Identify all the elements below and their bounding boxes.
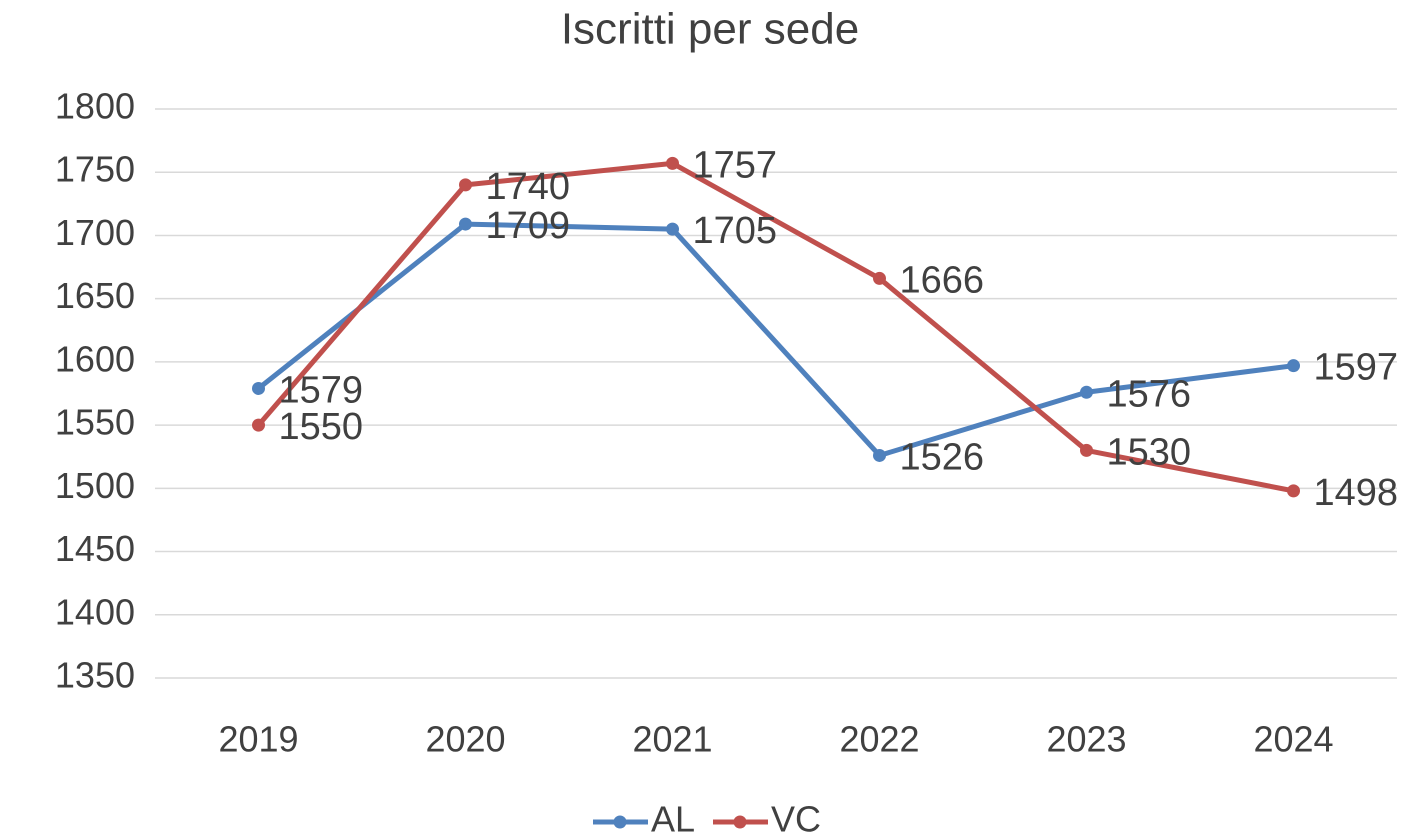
data-label: 1709	[486, 205, 571, 247]
series-line	[256, 221, 1294, 458]
data-point	[1287, 484, 1300, 498]
x-tick-label: 2022	[839, 719, 919, 760]
y-tick-label: 1600	[55, 338, 135, 379]
y-tick-label: 1350	[55, 655, 135, 696]
chart-title: Iscritti per sede	[561, 5, 859, 54]
data-label: 1550	[279, 406, 364, 448]
legend-label: VC	[771, 799, 821, 839]
data-point	[459, 178, 472, 192]
y-tick-label: 1450	[55, 528, 135, 569]
x-tick-label: 2019	[218, 719, 298, 760]
data-label: 1498	[1314, 472, 1399, 514]
y-tick-label: 1700	[55, 212, 135, 253]
y-tick-label: 1500	[55, 465, 135, 506]
data-label: 1526	[900, 436, 985, 478]
y-tick-label: 1750	[55, 149, 135, 190]
legend-marker	[733, 815, 747, 829]
data-point	[873, 271, 886, 285]
data-point	[1080, 443, 1093, 457]
data-label: 1740	[486, 166, 571, 208]
data-point	[873, 448, 886, 462]
data-point	[666, 156, 679, 170]
data-point	[252, 381, 265, 395]
data-point	[252, 418, 265, 432]
x-tick-label: 2020	[425, 719, 505, 760]
y-tick-label: 1400	[55, 591, 135, 632]
legend-label: AL	[651, 799, 695, 839]
data-label: 1757	[693, 144, 778, 186]
y-tick-label: 1650	[55, 275, 135, 316]
data-point	[666, 222, 679, 236]
y-tick-label: 1800	[55, 86, 135, 127]
data-label: 1530	[1107, 431, 1192, 473]
x-tick-label: 2023	[1046, 719, 1126, 760]
x-tick-label: 2024	[1253, 719, 1333, 760]
data-label: 1666	[900, 259, 985, 301]
data-point	[1287, 359, 1300, 373]
data-label: 1576	[1107, 373, 1192, 415]
data-point	[1080, 385, 1093, 399]
data-point	[459, 217, 472, 231]
y-tick-label: 1550	[55, 402, 135, 443]
series-line	[256, 160, 1294, 494]
data-label: 1597	[1314, 347, 1399, 389]
x-tick-label: 2021	[632, 719, 712, 760]
legend-marker	[613, 815, 627, 829]
data-label: 1579	[279, 369, 364, 411]
data-label: 1705	[693, 210, 778, 252]
